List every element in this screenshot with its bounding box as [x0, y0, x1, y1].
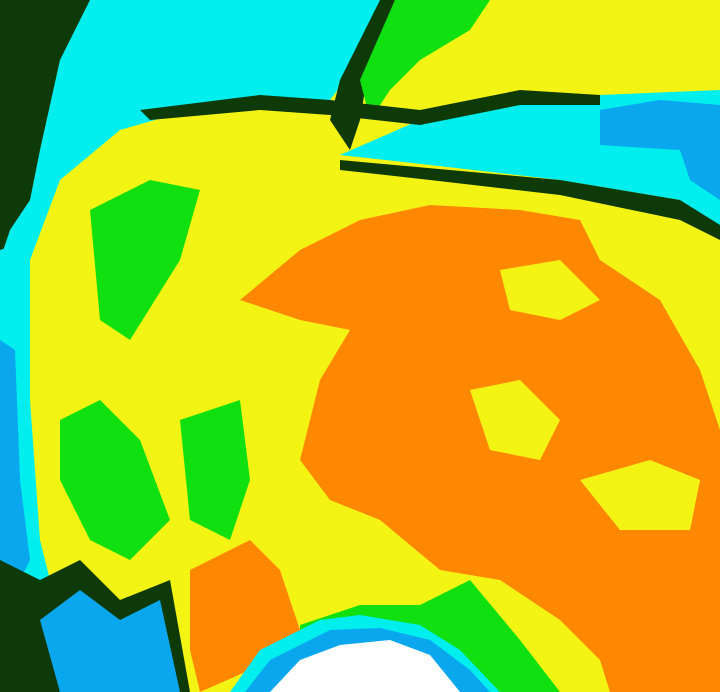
- blue-patch-right: [600, 100, 720, 200]
- cyan-region-top: [0, 0, 390, 360]
- dark-green-band-left: [0, 0, 90, 260]
- white-bottom-patch: [270, 640, 460, 692]
- green-streak-2: [60, 400, 170, 560]
- green-streak-3: [180, 400, 250, 540]
- green-band-top: [360, 0, 490, 120]
- yellow-hole-2: [580, 460, 700, 530]
- blue-left-edge: [0, 340, 30, 600]
- dark-green-band-right: [340, 160, 720, 240]
- green-streak-1: [90, 180, 200, 340]
- orange-lower-left: [190, 540, 300, 692]
- dark-green-band-mid: [140, 90, 600, 125]
- orange-core: [240, 205, 720, 692]
- yellow-hole-1: [470, 380, 560, 460]
- yellow-hole-3: [500, 260, 600, 320]
- blue-bottom-left: [40, 590, 180, 692]
